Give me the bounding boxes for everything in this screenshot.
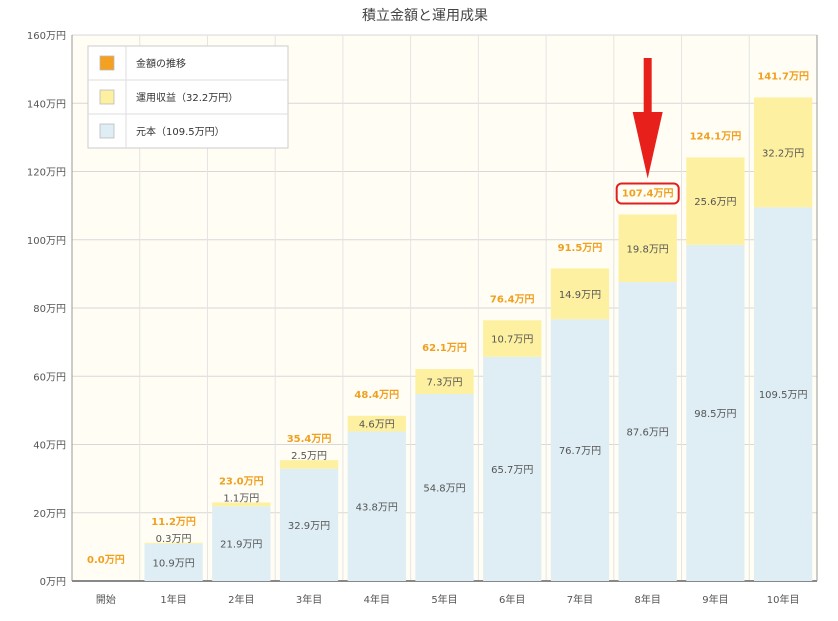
- bar-principal: [212, 506, 271, 581]
- bar-returns: [686, 157, 745, 245]
- y-tick-label: 0万円: [40, 577, 66, 588]
- legend-label: 金額の推移: [136, 57, 186, 70]
- arrow-icon-shaft: [643, 58, 652, 118]
- bar-principal: [550, 319, 610, 581]
- y-tick-label: 160万円: [27, 31, 66, 42]
- bar-principal: [144, 543, 203, 581]
- x-tick-label: 7年目: [567, 593, 593, 606]
- bar-returns: [212, 502, 271, 507]
- data-label-total: 141.7万円: [757, 70, 809, 82]
- bar-returns: [483, 320, 542, 357]
- legend-swatch: [99, 55, 115, 71]
- data-label-total: 107.4万円: [622, 187, 674, 199]
- legend-swatch: [99, 123, 115, 139]
- data-label-returns: 25.6万円: [694, 197, 736, 208]
- data-label-total: 35.4万円: [287, 433, 332, 445]
- bar-returns: [347, 415, 406, 432]
- data-label-principal: 76.7万円: [559, 446, 601, 457]
- y-tick-label: 20万円: [33, 509, 66, 520]
- bar-returns: [618, 214, 677, 283]
- data-label-returns: 19.8万円: [627, 244, 669, 255]
- legend-label: 元本（109.5万円）: [136, 125, 225, 138]
- x-tick-label: 3年目: [296, 593, 322, 606]
- y-tick-label: 140万円: [27, 99, 66, 110]
- x-tick-label: 1年目: [160, 593, 186, 606]
- chart-title: 積立金額と運用成果: [362, 8, 488, 24]
- bar-returns: [144, 542, 203, 544]
- bar-principal: [618, 282, 677, 581]
- data-label-returns: 10.7万円: [491, 335, 533, 346]
- legend-swatch: [99, 89, 115, 105]
- y-tick-label: 40万円: [33, 441, 66, 452]
- bar-principal: [415, 393, 474, 581]
- bar-principal: [754, 207, 813, 582]
- legend-label: 運用収益（32.2万円）: [136, 91, 238, 104]
- x-tick-label: 8年目: [634, 593, 660, 606]
- data-label-total: 124.1万円: [690, 131, 742, 143]
- bar-returns: [415, 369, 474, 394]
- data-label-principal: 54.8万円: [423, 483, 465, 494]
- data-label-total: 11.2万円: [151, 516, 196, 528]
- x-tick-label: 5年目: [431, 593, 457, 606]
- y-tick-label: 120万円: [27, 168, 66, 179]
- x-tick-label: 開始: [96, 593, 116, 606]
- bar-principal: [347, 431, 406, 581]
- data-label-principal: 65.7万円: [491, 465, 533, 476]
- bar-principal: [279, 468, 339, 581]
- data-label-returns: 2.5万円: [291, 451, 327, 462]
- data-label-principal: 98.5万円: [694, 409, 736, 420]
- data-label-total: 0.0万円: [87, 554, 125, 566]
- legend-box: [87, 45, 289, 149]
- data-label-returns: 4.6万円: [359, 420, 395, 431]
- data-label-principal: 32.9万円: [288, 521, 330, 532]
- data-label-total: 91.5万円: [558, 242, 603, 254]
- bar-returns: [754, 97, 813, 208]
- data-label-total: 23.0万円: [219, 476, 264, 488]
- highlight-box: [615, 182, 680, 205]
- data-label-principal: 87.6万円: [627, 428, 669, 439]
- data-label-returns: 1.1万円: [223, 494, 259, 505]
- x-tick-label: 4年目: [364, 593, 390, 606]
- bar-returns: [279, 460, 339, 469]
- data-label-returns: 32.2万円: [762, 148, 804, 159]
- data-label-total: 48.4万円: [354, 389, 399, 401]
- data-label-principal: 43.8万円: [356, 502, 398, 513]
- arrow-icon-head: [632, 112, 663, 179]
- y-tick-label: 80万円: [33, 304, 66, 315]
- plot-area: 0万円 20万円 40万円 60万円 80万円 100万円 120万円 140万円 160万円開…: [27, 31, 818, 606]
- data-label-principal: 21.9万円: [220, 540, 262, 551]
- data-label-total: 62.1万円: [422, 342, 467, 354]
- bar-returns: [550, 268, 610, 320]
- bar-principal: [483, 356, 542, 581]
- data-label-returns: 14.9万円: [559, 290, 601, 301]
- bar-principal: [686, 244, 745, 581]
- x-tick-label: 9年目: [702, 593, 728, 606]
- x-tick-label: 2年目: [228, 593, 254, 606]
- data-label-principal: 109.5万円: [759, 390, 808, 401]
- data-label-returns: 7.3万円: [427, 378, 463, 389]
- data-label-total: 76.4万円: [490, 293, 535, 305]
- x-tick-label: 10年目: [767, 593, 800, 606]
- y-tick-label: 100万円: [27, 236, 66, 247]
- data-label-returns: 0.3万円: [156, 534, 192, 545]
- data-label-principal: 10.9万円: [152, 558, 194, 569]
- y-tick-label: 60万円: [33, 372, 66, 383]
- x-tick-label: 6年目: [499, 593, 525, 606]
